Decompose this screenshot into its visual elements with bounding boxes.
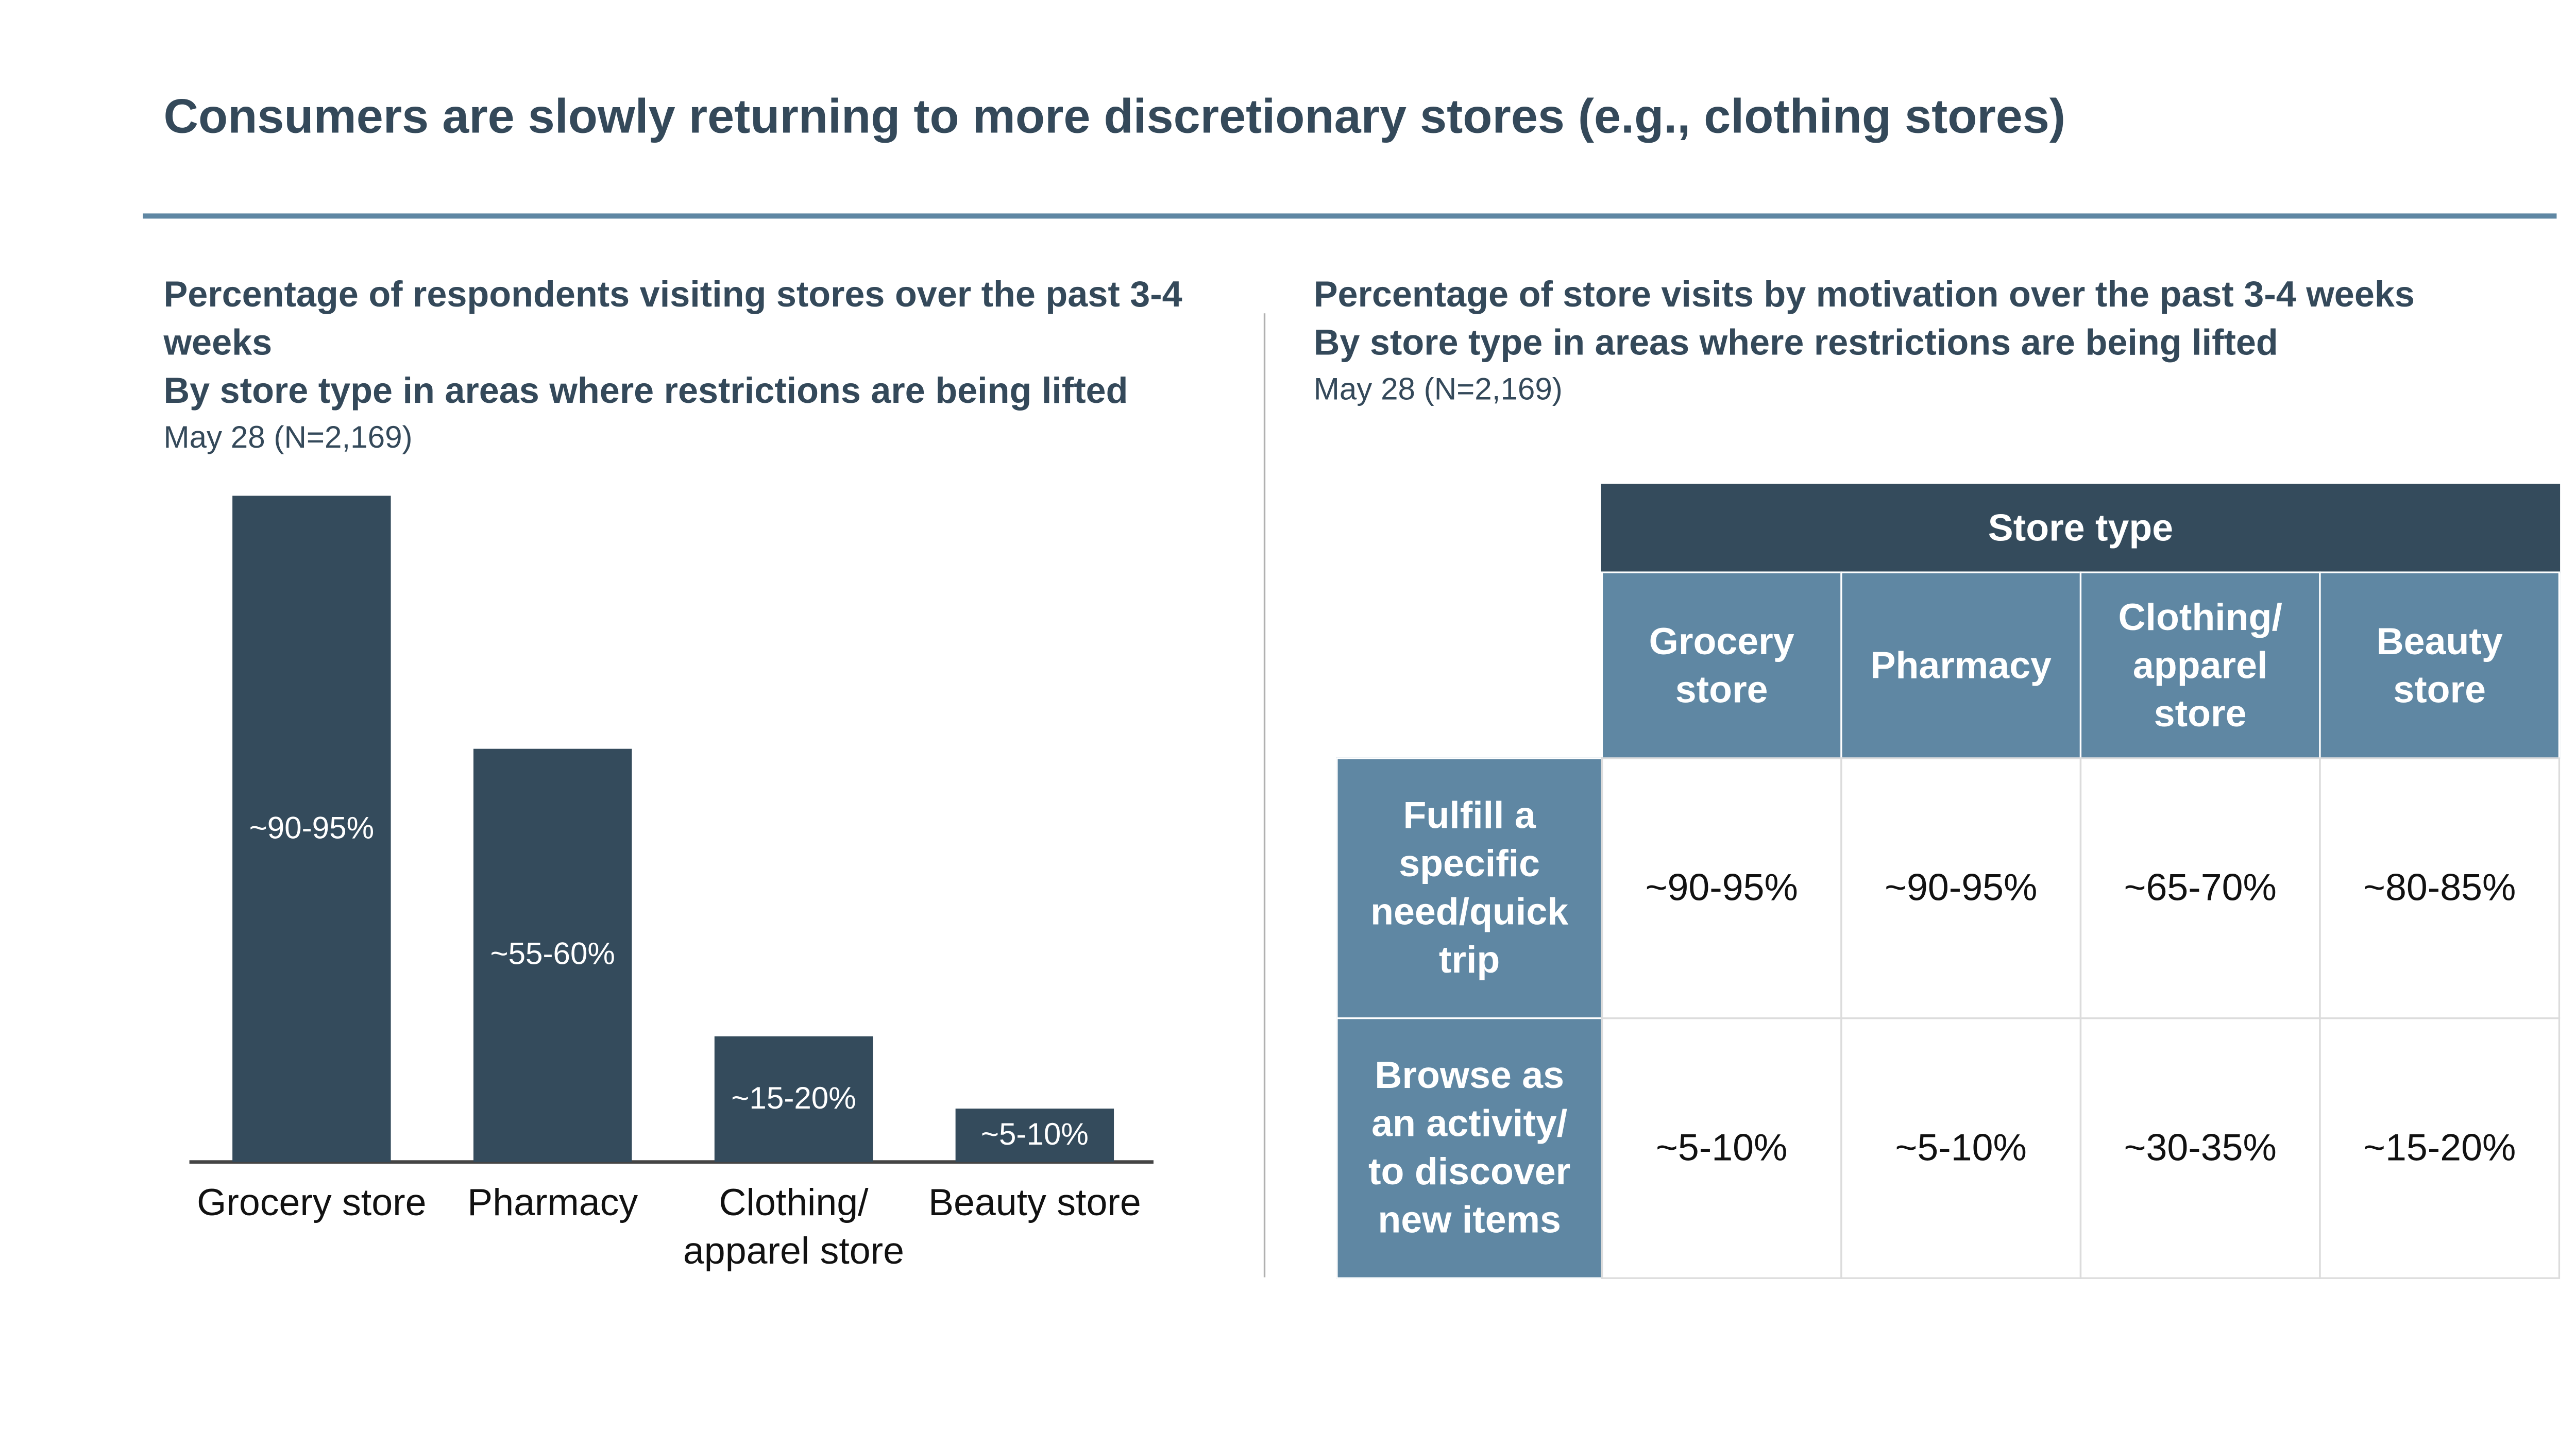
table-cell: ~5-10%: [1601, 1017, 1842, 1279]
table-heading: Percentage of store visits by motivation…: [1314, 272, 2576, 410]
row-header: Browse as an activity/ to discover new i…: [1336, 1017, 1603, 1279]
column-header: Pharmacy: [1840, 571, 2082, 759]
table-cell: ~65-70%: [2079, 757, 2321, 1019]
table-cell: ~90-95%: [1601, 757, 1842, 1019]
slide-title: Consumers are slowly returning to more d…: [163, 89, 2066, 143]
column-header: Grocery store: [1601, 571, 1842, 759]
value-label: ~5-10%: [980, 1117, 1089, 1151]
table-cell: ~30-35%: [2079, 1017, 2321, 1279]
bar: [232, 496, 391, 1162]
chart-subtitle: By store type in areas where restriction…: [163, 371, 1128, 412]
x-axis: [189, 1160, 1154, 1164]
table-cell: ~5-10%: [1840, 1017, 2082, 1279]
divider: [1263, 313, 1266, 1278]
bar: [955, 1108, 1114, 1162]
value-label: ~15-20%: [731, 1081, 856, 1116]
x-tick-label: Clothing/ apparel store: [683, 1181, 905, 1272]
x-tick-label: Pharmacy: [467, 1181, 638, 1224]
x-tick-label: Grocery store: [197, 1181, 427, 1224]
column-header: Beauty store: [2319, 571, 2561, 759]
chart-heading: Percentage of respondents visiting store…: [163, 272, 1248, 458]
table-note: May 28 (N=2,169): [1313, 371, 1563, 406]
bar: [714, 1036, 873, 1162]
table-cell: ~80-85%: [2319, 757, 2561, 1019]
title-rule: [143, 213, 2557, 219]
row-header: Fulfill a specific need/quick trip: [1336, 757, 1603, 1019]
value-label: ~55-60%: [490, 937, 615, 972]
chart-note: May 28 (N=2,169): [163, 420, 413, 455]
x-tick-label: Beauty store: [928, 1181, 1141, 1224]
table-title: Percentage of store visits by motivation…: [1313, 275, 2415, 315]
bar: [473, 748, 632, 1162]
chart-title: Percentage of respondents visiting store…: [163, 275, 1182, 364]
table-cell: ~90-95%: [1840, 757, 2082, 1019]
table-subtitle: By store type in areas where restriction…: [1313, 324, 2278, 364]
table-cell: ~15-20%: [2319, 1017, 2561, 1279]
value-label: ~90-95%: [249, 811, 375, 846]
table-header: Store type: [1601, 484, 2561, 573]
column-header: Clothing/ apparel store: [2079, 571, 2321, 759]
